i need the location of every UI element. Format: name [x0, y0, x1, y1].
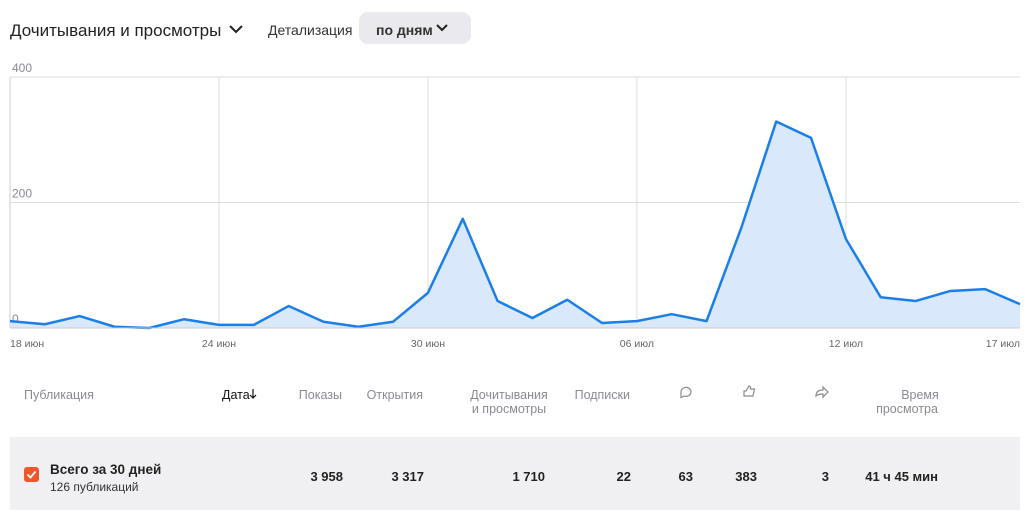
checkmark — [26, 470, 37, 479]
col-subs[interactable]: Подписки — [575, 388, 630, 402]
y-tick-label: 400 — [12, 61, 32, 75]
x-tick-label: 30 июн — [411, 338, 445, 350]
page-title[interactable]: Дочитывания и просмотры — [10, 21, 221, 40]
summary-cell: 383 — [735, 469, 757, 484]
summary-title: Всего за 30 дней — [50, 462, 161, 477]
detail-label: Детализация — [268, 22, 352, 38]
comments-icon[interactable] — [680, 386, 692, 399]
detail-value[interactable]: по дням — [376, 22, 433, 38]
x-tick-label: 12 июл — [829, 338, 863, 350]
col-time[interactable]: просмотра — [876, 402, 938, 416]
summary-subtitle: 126 публикаций — [50, 480, 139, 494]
col-date[interactable]: Дата — [222, 388, 250, 402]
reposts-icon[interactable] — [815, 385, 829, 399]
summary-cell: 22 — [617, 469, 631, 484]
x-tick-label: 17 июл — [986, 338, 1020, 350]
summary-cell: 41 ч 45 мин — [865, 469, 938, 484]
summary-cell: 3 — [822, 469, 829, 484]
likes-icon[interactable] — [743, 385, 756, 397]
area — [10, 121, 1020, 329]
line — [9, 120, 1021, 330]
summary-cell: 3 317 — [391, 469, 424, 484]
y-tick-label: 200 — [12, 187, 32, 201]
checkbox[interactable] — [24, 467, 39, 482]
sort-arrow[interactable] — [249, 389, 257, 399]
summary-row — [10, 437, 1020, 510]
summary-cell: 1 710 — [512, 469, 545, 484]
title-chevron[interactable] — [229, 25, 243, 34]
col-time[interactable]: Время — [901, 388, 939, 402]
x-tick-label: 24 июн — [202, 338, 236, 350]
x-tick-label: 18 июн — [10, 338, 44, 350]
summary-cells: 3 958 3 317 1 710 22 63 383 3 41 ч 45 мин — [310, 469, 938, 484]
col-reads[interactable]: и просмотры — [472, 402, 546, 416]
col-publication[interactable]: Публикация — [24, 388, 94, 402]
col-opens[interactable]: Открытия — [367, 388, 423, 402]
summary-cell: 63 — [679, 469, 693, 484]
x-tick-label: 06 июл — [620, 338, 654, 350]
detail-chevron[interactable] — [436, 24, 448, 32]
summary-cell: 3 958 — [310, 469, 343, 484]
col-reads[interactable]: Дочитывания — [470, 388, 548, 402]
y-tick-label: 0 — [12, 312, 19, 326]
chart: 0 200 400 18 июн 24 июн 30 июн 06 июл 12 июл 17 … — [9, 61, 1021, 350]
detail-button[interactable] — [359, 12, 471, 44]
col-shows[interactable]: Показы — [299, 388, 342, 402]
